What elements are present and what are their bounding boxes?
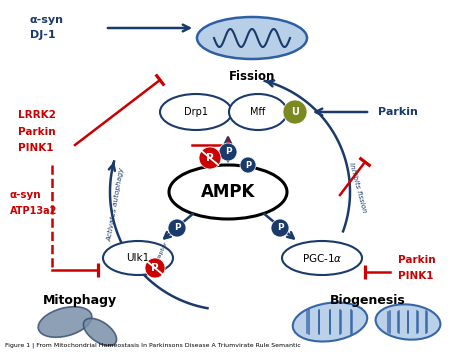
Text: ATP13a2: ATP13a2 <box>10 206 57 216</box>
Text: P: P <box>277 224 283 233</box>
Text: Drp1: Drp1 <box>184 107 208 117</box>
Text: Inhibits fission: Inhibits fission <box>348 162 368 214</box>
Text: AMPK: AMPK <box>201 183 255 201</box>
Circle shape <box>145 258 165 278</box>
Ellipse shape <box>375 304 440 340</box>
Ellipse shape <box>293 302 367 341</box>
Circle shape <box>219 143 237 161</box>
Text: Biogenesis: Biogenesis <box>330 294 406 307</box>
Text: PINK1: PINK1 <box>18 143 54 153</box>
Ellipse shape <box>229 94 287 130</box>
Text: Ulk1: Ulk1 <box>127 253 150 263</box>
Ellipse shape <box>103 241 173 275</box>
Text: U: U <box>291 107 299 117</box>
Text: P: P <box>245 161 251 170</box>
Text: P: P <box>225 147 231 157</box>
Text: Parkin: Parkin <box>378 107 418 117</box>
Text: Activates autophagy: Activates autophagy <box>107 168 126 243</box>
Ellipse shape <box>38 307 92 337</box>
Text: Parkin: Parkin <box>398 255 436 265</box>
Text: Fission: Fission <box>229 70 275 83</box>
Circle shape <box>271 219 289 237</box>
Text: P: P <box>173 224 180 233</box>
Ellipse shape <box>282 241 362 275</box>
Circle shape <box>283 100 307 124</box>
Circle shape <box>168 219 186 237</box>
Text: PGC-1$\alpha$: PGC-1$\alpha$ <box>302 252 342 264</box>
Text: Mitophagy: Mitophagy <box>43 294 117 307</box>
Text: Parkin: Parkin <box>18 127 55 137</box>
Ellipse shape <box>169 165 287 219</box>
Ellipse shape <box>83 318 117 346</box>
Text: PINK1: PINK1 <box>398 271 434 281</box>
Text: α-syn: α-syn <box>30 15 64 25</box>
Circle shape <box>240 157 256 173</box>
Text: Figure 1 | From Mitochondrial Homeostasis In Parkinsons Disease A Triumvirate Ru: Figure 1 | From Mitochondrial Homeostasi… <box>5 342 301 348</box>
Text: Mff: Mff <box>250 107 265 117</box>
Text: α-syn: α-syn <box>10 190 42 200</box>
Text: LRRK2: LRRK2 <box>18 110 56 120</box>
Circle shape <box>199 147 221 169</box>
Text: DJ-1: DJ-1 <box>30 30 55 40</box>
Text: raptor: raptor <box>155 240 168 260</box>
Ellipse shape <box>197 17 307 59</box>
Text: P: P <box>206 153 214 163</box>
Ellipse shape <box>160 94 232 130</box>
Text: P: P <box>151 263 159 273</box>
